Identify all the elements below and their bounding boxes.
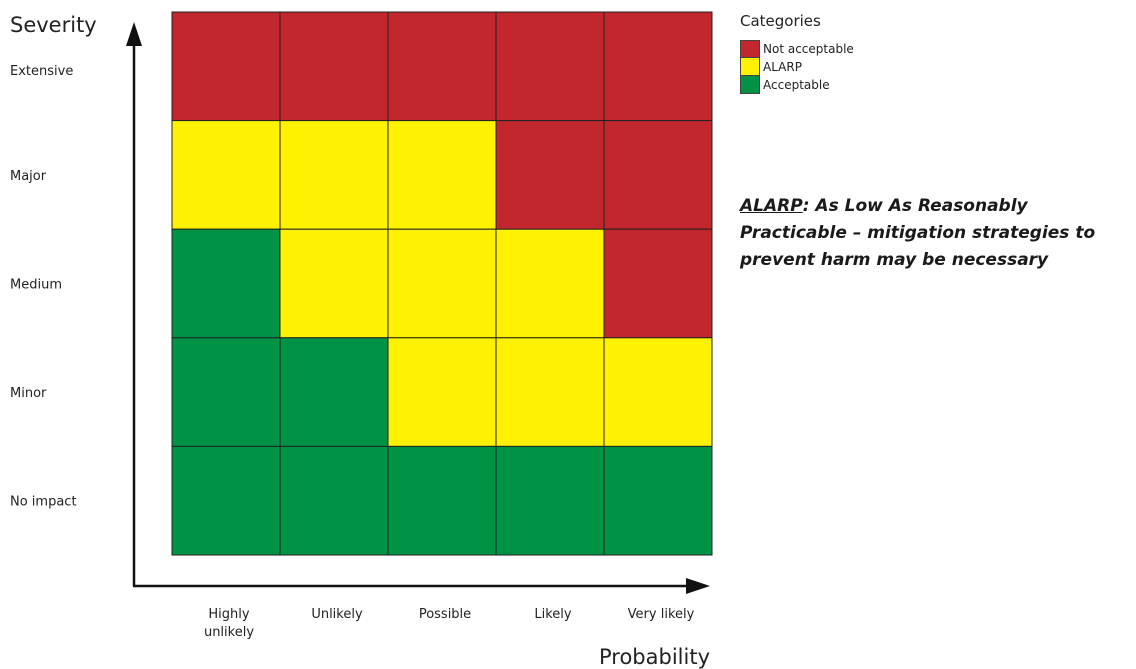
matrix-cell <box>387 11 497 122</box>
matrix-cell <box>387 337 497 447</box>
legend-label: Acceptable <box>763 78 830 92</box>
matrix-cell <box>171 228 281 339</box>
matrix-cell <box>603 337 713 447</box>
x-axis-arrowhead <box>686 578 710 594</box>
x-tick-label: Possible <box>419 607 471 622</box>
x-tick-label: Very likely <box>628 607 695 622</box>
matrix-cell <box>495 120 605 230</box>
matrix-cell <box>495 445 605 556</box>
matrix-cell <box>171 11 281 122</box>
legend-label: ALARP <box>763 60 802 74</box>
risk-matrix-chart: Severity Probability Extensive Major Medium M… <box>10 11 713 669</box>
y-axis-arrowhead <box>126 22 142 46</box>
matrix-cell <box>603 11 713 122</box>
matrix-cell <box>603 120 713 230</box>
legend-item-acceptable: Acceptable <box>740 76 854 94</box>
x-tick-label: Unlikely <box>311 607 363 622</box>
matrix-cell <box>603 228 713 339</box>
alarp-note: ALARP: As Low As Reasonably Practicable … <box>740 193 1136 274</box>
alarp-definition: : As Low As Reasonably Practicable – mit… <box>740 196 1096 270</box>
matrix-cell <box>279 228 389 339</box>
y-tick-label: Minor <box>10 386 47 401</box>
matrix-cell <box>171 337 281 447</box>
legend-swatch-alarp <box>740 58 760 76</box>
y-tick-label: No impact <box>10 495 77 510</box>
matrix-cell <box>279 11 389 122</box>
matrix-cell <box>171 445 281 556</box>
y-tick-label: Major <box>10 169 47 184</box>
y-axis-title: Severity <box>10 13 97 37</box>
y-tick-label: Extensive <box>10 64 73 79</box>
legend-swatch-not-acceptable <box>740 40 760 58</box>
legend-item-not-acceptable: Not acceptable <box>740 40 854 58</box>
matrix-cell <box>387 228 497 339</box>
matrix-cell <box>387 120 497 230</box>
alarp-term: ALARP <box>740 196 803 216</box>
x-axis-title: Probability <box>599 645 710 669</box>
matrix-cell <box>495 228 605 339</box>
matrix-cell <box>495 337 605 447</box>
legend-swatch-acceptable <box>740 76 760 94</box>
x-tick-label: Likely <box>534 607 572 622</box>
legend: Categories Not acceptable ALARP Acceptab… <box>740 12 854 94</box>
y-tick-label: Medium <box>10 278 62 293</box>
matrix-cell <box>279 445 389 556</box>
legend-title: Categories <box>740 12 821 30</box>
legend-label: Not acceptable <box>763 42 854 56</box>
matrix-cell <box>171 120 281 230</box>
matrix-cell <box>279 337 389 447</box>
legend-item-alarp: ALARP <box>740 58 854 76</box>
matrix-cell <box>603 445 713 556</box>
matrix-cell <box>495 11 605 122</box>
x-tick-label: Highly unlikely <box>204 607 254 640</box>
matrix-cell <box>387 445 497 556</box>
matrix-cell <box>279 120 389 230</box>
